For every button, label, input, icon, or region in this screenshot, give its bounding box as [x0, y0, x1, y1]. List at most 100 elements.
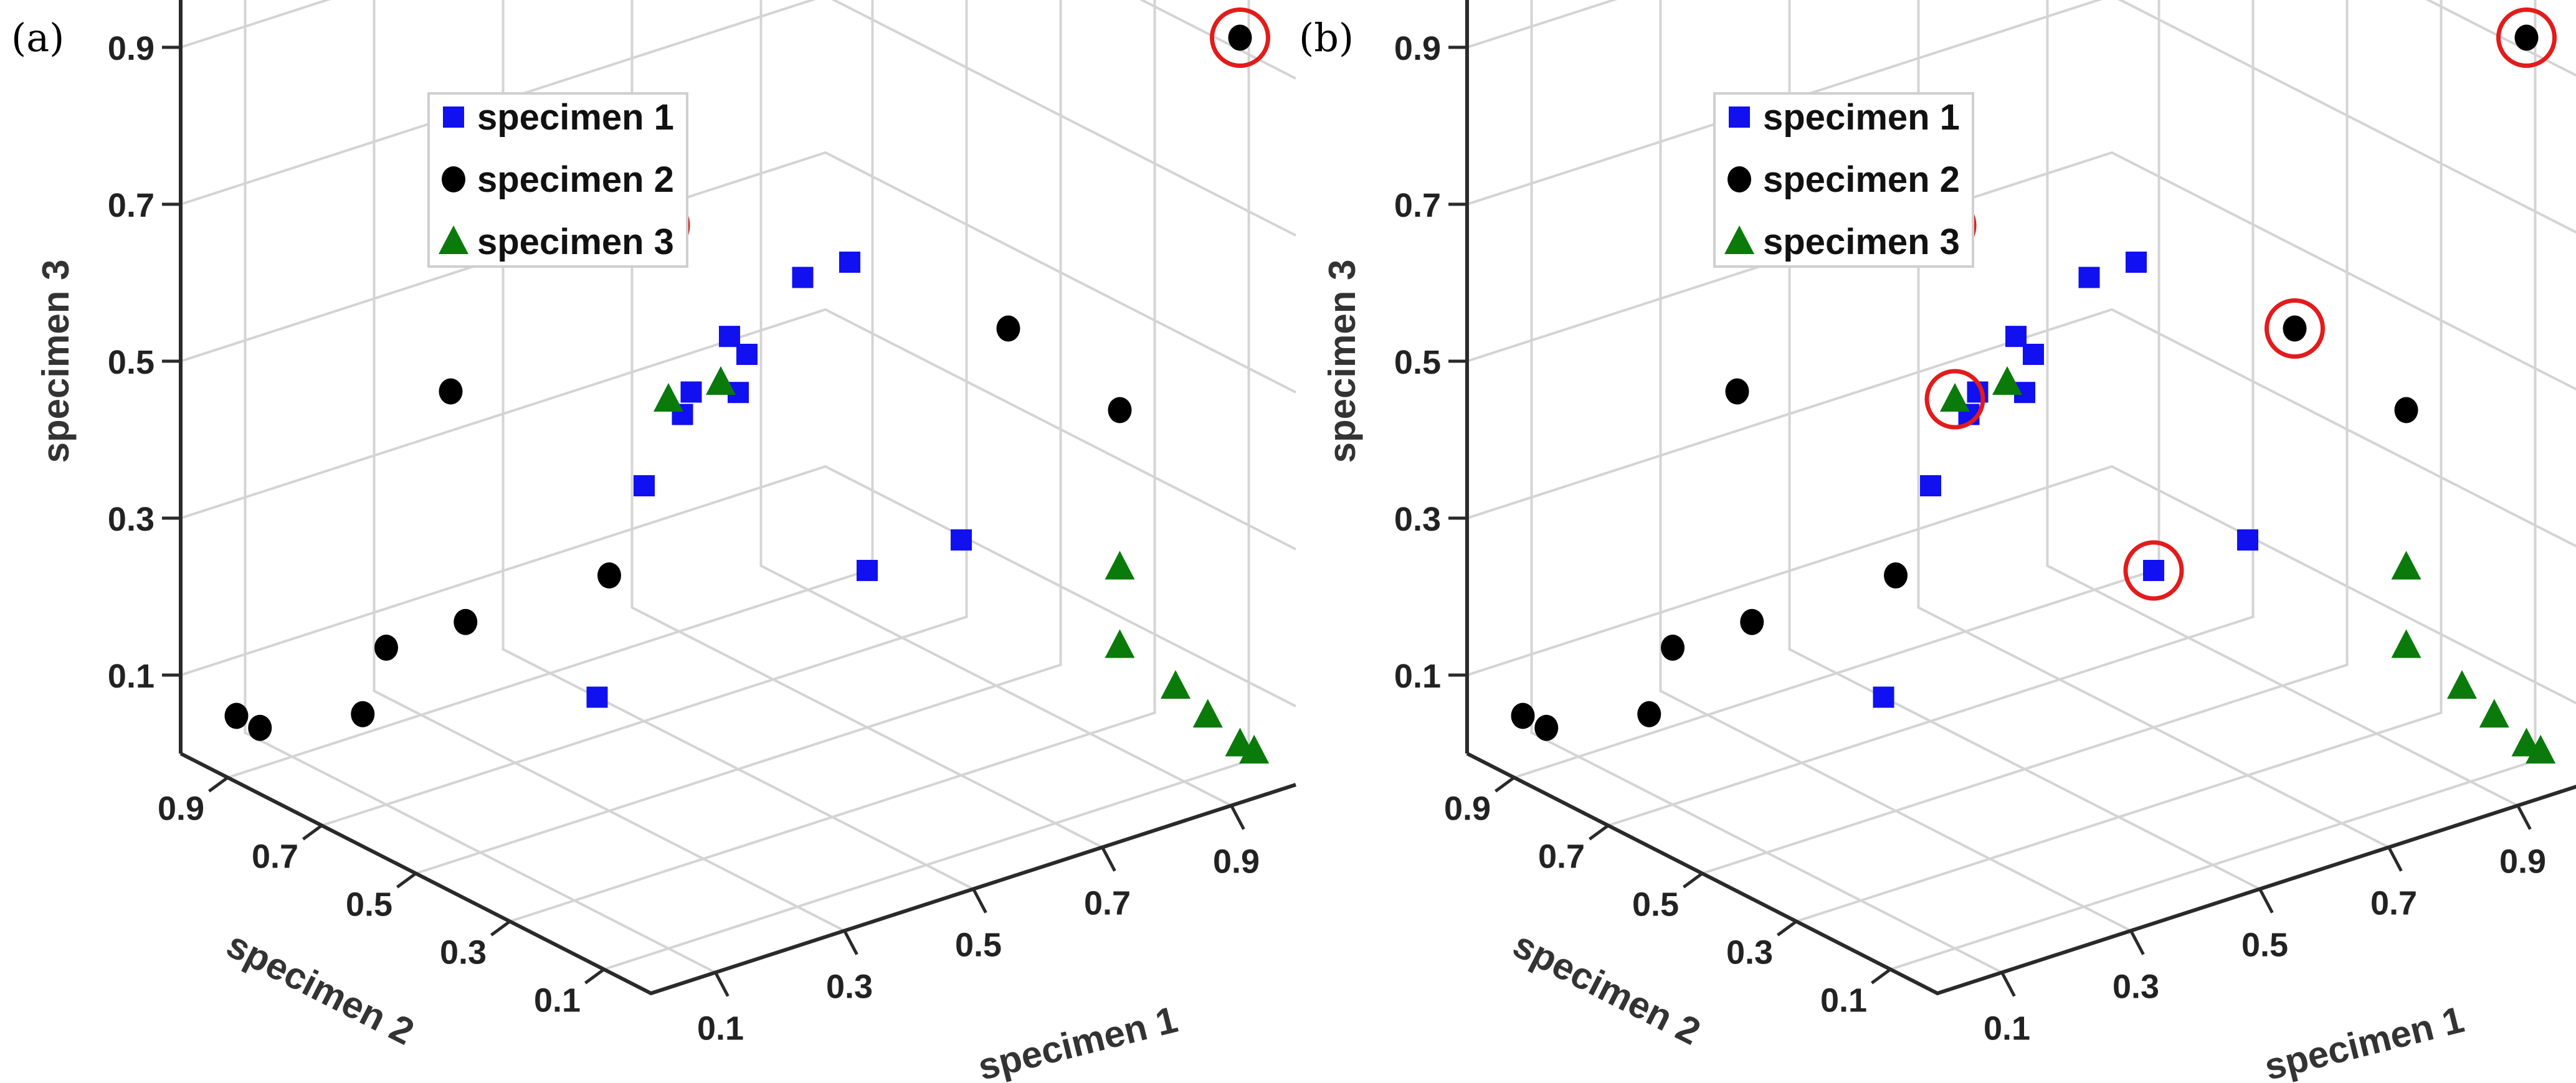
point-specimen-3	[1239, 735, 1270, 764]
point-specimen-3	[2479, 699, 2509, 728]
x-tick-label: 0.7	[2370, 885, 2417, 922]
gridline-z	[1466, 0, 2576, 77]
legend-marker	[1728, 166, 1751, 192]
z-tick-label: 0.3	[108, 501, 154, 538]
legend-marker	[439, 225, 468, 254]
gridline-y	[415, 0, 1062, 875]
point-specimen-3	[1992, 366, 2022, 395]
y-tick	[584, 968, 605, 985]
point-specimen-2	[224, 702, 249, 729]
panel-label: (a)	[11, 15, 64, 60]
point-specimen-1	[680, 381, 702, 403]
gridline-z	[1466, 151, 2576, 391]
legend-label: specimen 1	[477, 97, 674, 138]
point-specimen-3	[2526, 735, 2556, 764]
point-specimen-2	[1228, 24, 1252, 51]
highlight-circle	[2496, 7, 2557, 68]
z-tick-label: 0.1	[1394, 658, 1441, 695]
y-tick	[208, 776, 229, 793]
point-specimen-2	[1511, 702, 1535, 729]
legend-marker	[442, 166, 465, 192]
axes: 0.1 0.1 0.1 0.3 0.3 0.3 0.5 0.5 0.5 0.7 0.7 0.7 0.9 0…	[108, 0, 1296, 1048]
y-tick	[1589, 824, 1609, 841]
z-tick-label: 0.3	[1394, 501, 1441, 538]
x-tick-label: 0.5	[955, 927, 1002, 964]
y-tick-label: 0.1	[1820, 982, 1867, 1019]
point-specimen-2	[1661, 635, 1685, 661]
point-specimen-1	[857, 560, 878, 581]
x-tick	[1230, 805, 1245, 830]
highlight-circle	[1210, 7, 1270, 68]
point-specimen-1	[2143, 560, 2164, 581]
point-specimen-2	[996, 315, 1020, 342]
y-tick-label: 0.1	[534, 982, 581, 1019]
y-tick	[1683, 872, 1703, 889]
point-specimen-1	[719, 326, 740, 348]
x-tick	[2000, 972, 2016, 997]
legend-marker	[443, 106, 464, 128]
x-tick	[2516, 805, 2532, 830]
highlight-circle	[2123, 540, 2184, 601]
point-specimen-2	[374, 635, 398, 661]
legend-label: specimen 2	[1763, 159, 1960, 200]
gridline-x	[373, 0, 845, 932]
point-specimen-2	[351, 701, 375, 727]
x-tick	[1101, 846, 1116, 872]
point-specimen-2	[597, 562, 621, 589]
legend-box	[427, 92, 688, 268]
point-specimen-3	[2391, 551, 2422, 580]
point-specimen-1	[2126, 252, 2147, 273]
gridline-z	[180, 465, 1296, 707]
gridline-y	[1607, 0, 2255, 827]
point-specimen-1	[2005, 326, 2027, 348]
point-specimen-2	[1725, 378, 1749, 405]
gridline-y	[1889, 0, 2537, 971]
point-specimen-3	[1105, 629, 1135, 658]
y-tick	[1777, 920, 1797, 937]
point-specimen-2	[1108, 397, 1132, 423]
point-specimen-3	[1940, 383, 1970, 412]
x-tick-label: 0.7	[1084, 885, 1131, 922]
data-markers	[1511, 24, 2556, 764]
point-specimen-1	[2078, 267, 2100, 288]
x-tick	[2387, 846, 2403, 872]
point-specimen-3	[1105, 551, 1135, 580]
y-tick	[396, 872, 417, 889]
gridline-x	[1917, 0, 2390, 849]
floor-axes	[179, 752, 1296, 996]
z-tick-label: 0.7	[108, 187, 154, 224]
point-specimen-3	[654, 383, 683, 412]
z-tick-label: 0.5	[108, 344, 154, 381]
gridline-z	[180, 151, 1296, 394]
x-tick	[843, 930, 858, 955]
legend-marker	[1724, 225, 1754, 254]
point-specimen-2	[248, 714, 272, 741]
gridline-x	[2046, 0, 2519, 807]
gridline-z	[180, 308, 1296, 551]
x-tick	[2129, 930, 2145, 955]
point-specimen-2	[1534, 714, 1559, 741]
x-tick-label: 0.3	[2113, 968, 2159, 1006]
y-tick-label: 0.3	[1726, 934, 1773, 972]
legend-marker	[1729, 106, 1750, 128]
point-specimen-1	[2023, 344, 2044, 365]
point-specimen-1	[586, 686, 608, 708]
axes: 0.1 0.1 0.1 0.3 0.3 0.3 0.5 0.5 0.5 0.7 0.7 0.7 0.9 0…	[1394, 0, 2576, 1048]
point-specimen-1	[1873, 686, 1894, 708]
panel-a: 0.1 0.1 0.1 0.3 0.3 0.3 0.5 0.5 0.5 0.7 0.7 0.7 0.9 0…	[11, 0, 1296, 1083]
y-tick-label: 0.9	[1444, 790, 1491, 828]
gridline-z	[180, 0, 1296, 237]
z-tick-label: 0.1	[108, 658, 154, 695]
y-tick	[1871, 968, 1891, 985]
gridline-y	[1795, 0, 2443, 923]
y-tick-label: 0.9	[158, 790, 204, 828]
point-specimen-2	[1884, 562, 1908, 589]
x-tick	[972, 888, 987, 914]
point-specimen-1	[736, 344, 758, 365]
y-tick	[1495, 776, 1515, 793]
point-specimen-3	[706, 366, 736, 395]
legend: specimen 1 specimen 2 specimen 3	[1713, 92, 1974, 268]
x-axis-label: specimen 1	[974, 998, 1181, 1083]
y-tick	[302, 824, 323, 841]
x-tick-label: 0.5	[2241, 927, 2288, 964]
